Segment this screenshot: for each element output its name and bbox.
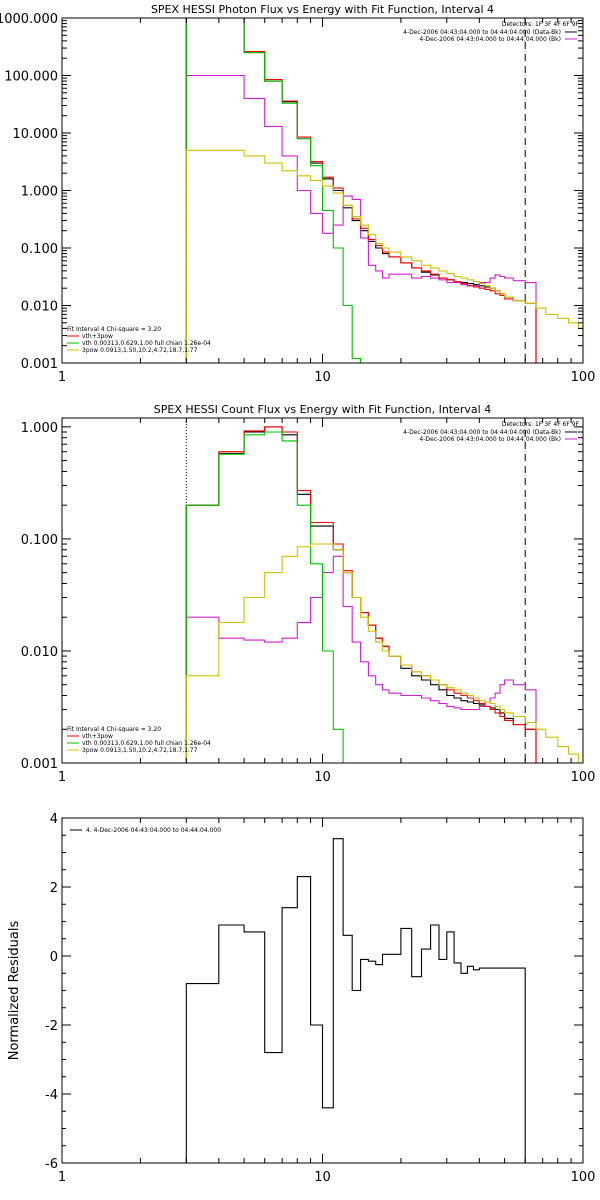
chart-title: SPEX HESSI Photon Flux vs Energy with Fi… xyxy=(151,3,494,16)
legend-entry: vth 0.00313,0.629,1.00 full chian 1.26e-… xyxy=(82,340,211,347)
x-tick-label: 10 xyxy=(314,370,331,385)
series-line-vth-3pow xyxy=(185,426,537,763)
chart-panel-3: Normalized Residuals 1 10 100 -6 -4 -2 0 2 4 4. 4-… xyxy=(7,812,595,1185)
y-tick-label: -6 xyxy=(45,1157,58,1172)
x-tick-label: 100 xyxy=(571,770,596,785)
series-group xyxy=(185,18,583,363)
series-line-data-bk xyxy=(185,426,537,763)
y-tick-label: 0.010 xyxy=(21,645,58,660)
y-tick-label: -2 xyxy=(45,1019,58,1034)
y-tick-label: -4 xyxy=(45,1088,58,1103)
y-tick-label: 0.100 xyxy=(21,242,58,257)
legend-entry: vth+3pow xyxy=(82,333,113,340)
series-line-bk xyxy=(185,555,537,763)
series-line-vth-3pow xyxy=(185,18,537,363)
chart-panel-1: SPEX HESSI Photon Flux vs Energy with Fi… xyxy=(0,3,595,385)
y-tick-label: 0 xyxy=(50,950,58,965)
series-group xyxy=(185,838,526,1163)
plot-frame xyxy=(61,817,584,1164)
x-tick-label: 100 xyxy=(571,370,596,385)
legend-header: Fit Interval 4 Chi-square = 3.20 xyxy=(67,726,161,733)
x-tick-label: 10 xyxy=(314,770,331,785)
legend-entry: 4-Dec-2006 04:43:04.000 to 04:44:04.000 … xyxy=(419,436,561,443)
legend-entry: 4. 4-Dec-2006 04:43:04.000 to 04:44:04.0… xyxy=(86,827,221,834)
chart-title: SPEX HESSI Count Flux vs Energy with Fit… xyxy=(154,403,491,416)
series-line-3pow xyxy=(185,149,583,363)
y-tick-label: 0.001 xyxy=(21,357,58,372)
series-line-vth xyxy=(185,18,362,363)
legend-entry: 4-Dec-2006 04:43:04.000 to 04:44:04.000 … xyxy=(403,429,561,436)
series-line-data-bk xyxy=(185,18,537,363)
series-line-3pow xyxy=(185,543,583,763)
y-tick-label: 2 xyxy=(50,881,58,896)
series-line-vth xyxy=(185,431,344,763)
x-tick-label: 1 xyxy=(58,1170,66,1185)
legend-entry: 3pow 0.0913,1.50,10.2,4.72,18.7,1.77 xyxy=(82,347,198,354)
legend-header: Detectors: 1F 3F 4F 6F 9F xyxy=(502,21,580,28)
y-tick-label: 4 xyxy=(50,812,58,827)
x-tick-label: 1 xyxy=(58,370,66,385)
x-tick-label: 10 xyxy=(314,1170,331,1185)
series-line-residuals xyxy=(185,838,526,1163)
y-tick-label: 1.000 xyxy=(21,421,58,436)
series-group xyxy=(185,418,583,763)
legend-entry: vth 0.00313,0.629,1.00 full chian 1.26e-… xyxy=(82,740,211,747)
chart-panel-2: SPEX HESSI Count Flux vs Energy with Fit… xyxy=(21,403,596,785)
y-tick-label: 1.000 xyxy=(21,185,58,200)
y-tick-label: 0.010 xyxy=(21,300,58,315)
legend-entry: vth+3pow xyxy=(82,733,113,740)
legend-entry: 4-Dec-2006 04:43:04.000 to 04:44:04.000 … xyxy=(419,36,561,43)
legend-entry: 4-Dec-2006 04:43:04.000 to 04:44:04.000 … xyxy=(403,29,561,36)
y-tick-label: 0.100 xyxy=(21,533,58,548)
y-tick-label: 100.000 xyxy=(4,70,58,85)
y-axis-label: Normalized Residuals xyxy=(7,921,22,1061)
legend-header: Detectors: 1F 3F 4F 6F 9F xyxy=(502,421,580,428)
x-tick-label: 1 xyxy=(58,770,66,785)
y-tick-label: 10.000 xyxy=(13,127,59,142)
legend-header: Fit Interval 4 Chi-square = 3.20 xyxy=(67,326,161,333)
series-line-bk xyxy=(185,74,537,363)
legend-entry: 3pow 0.0913,1.50,10.2,4.72,18.7,1.77 xyxy=(82,747,198,754)
y-tick-label: 1000.000 xyxy=(0,12,58,27)
x-tick-label: 100 xyxy=(571,1170,596,1185)
y-tick-label: 0.001 xyxy=(21,757,58,772)
